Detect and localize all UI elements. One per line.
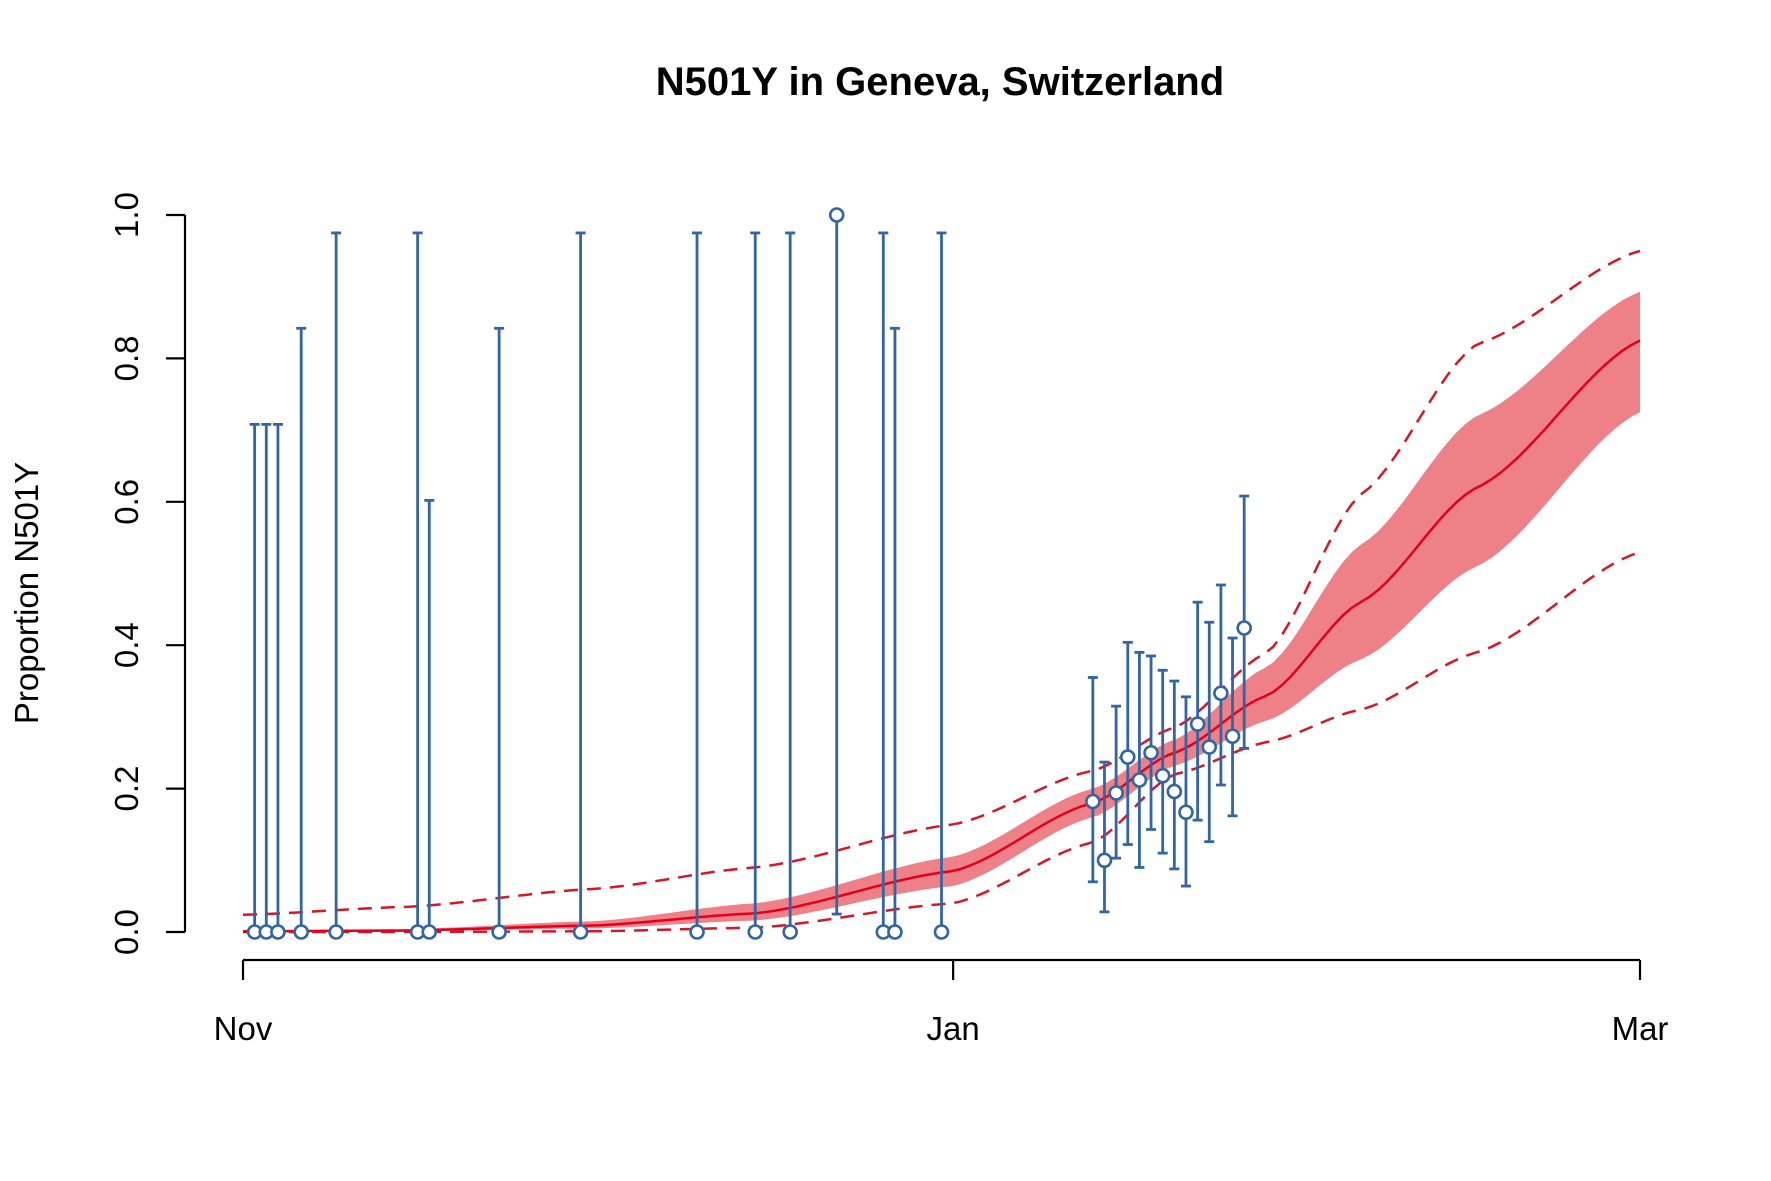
y-tick-label: 0.8 bbox=[108, 335, 145, 381]
y-tick-label: 0.6 bbox=[108, 479, 145, 525]
observation-4 bbox=[293, 326, 310, 940]
observation-point bbox=[1096, 852, 1113, 869]
observation-29 bbox=[1224, 636, 1241, 818]
observation-point bbox=[1119, 749, 1136, 765]
observation-7 bbox=[421, 498, 438, 940]
observation-point bbox=[293, 924, 310, 940]
observation-23 bbox=[1154, 668, 1171, 855]
observation-19 bbox=[1108, 704, 1124, 860]
y-axis: 0.0 0.2 0.4 0.6 0.8 1.0 bbox=[108, 192, 187, 955]
observation-point bbox=[572, 924, 589, 940]
observation-17 bbox=[1085, 676, 1101, 884]
y-tick-label: 0.4 bbox=[108, 622, 145, 668]
observation-25 bbox=[1178, 695, 1194, 888]
observation-point bbox=[828, 207, 845, 223]
observation-5 bbox=[328, 231, 344, 940]
observation-11 bbox=[747, 231, 764, 940]
observation-26 bbox=[1189, 600, 1206, 822]
observation-1 bbox=[246, 422, 263, 940]
observation-24 bbox=[1166, 679, 1183, 871]
observation-point bbox=[1189, 716, 1206, 732]
y-tick-label: 1.0 bbox=[108, 192, 145, 238]
observation-2 bbox=[258, 422, 275, 940]
observation-3 bbox=[270, 422, 286, 940]
observation-point bbox=[491, 924, 507, 940]
observation-point bbox=[1201, 739, 1218, 755]
observation-point bbox=[1085, 793, 1101, 810]
observation-10 bbox=[689, 231, 705, 940]
observation-18 bbox=[1096, 760, 1113, 914]
observation-point bbox=[689, 924, 705, 940]
observation-27 bbox=[1201, 620, 1218, 844]
x-tick-label: Mar bbox=[1612, 1010, 1669, 1047]
observation-point bbox=[1166, 783, 1183, 800]
observation-point bbox=[887, 924, 903, 940]
observation-point bbox=[1178, 804, 1194, 821]
observation-point bbox=[1131, 772, 1148, 788]
observation-point bbox=[421, 924, 438, 940]
observation-point bbox=[1236, 620, 1252, 636]
observation-point bbox=[933, 924, 950, 940]
y-tick-label: 0.0 bbox=[108, 909, 145, 955]
observation-22 bbox=[1143, 654, 1159, 831]
x-tick-label: Nov bbox=[214, 1010, 273, 1047]
observation-30 bbox=[1236, 494, 1252, 750]
observation-point bbox=[328, 924, 344, 940]
observation-9 bbox=[572, 231, 589, 940]
observation-14 bbox=[875, 231, 892, 940]
observation-28 bbox=[1213, 583, 1229, 787]
observation-13 bbox=[828, 207, 845, 916]
observations-layer bbox=[246, 207, 1252, 940]
y-tick-label: 0.2 bbox=[108, 766, 145, 812]
observation-point bbox=[1154, 767, 1171, 784]
observation-12 bbox=[782, 231, 798, 940]
prediction-interval-upper bbox=[242, 249, 1641, 917]
observation-8 bbox=[491, 326, 507, 940]
x-tick-label: Jan bbox=[927, 1010, 980, 1047]
observation-20 bbox=[1119, 640, 1136, 846]
confidence-band-layer bbox=[243, 291, 1640, 932]
observation-point bbox=[1143, 744, 1159, 761]
observation-15 bbox=[887, 326, 903, 940]
observation-point bbox=[1213, 685, 1229, 702]
observation-21 bbox=[1131, 650, 1148, 869]
observation-point bbox=[782, 924, 798, 940]
observation-point bbox=[1224, 728, 1241, 745]
confidence-band bbox=[243, 291, 1640, 932]
observation-point bbox=[747, 924, 764, 940]
observation-point bbox=[270, 924, 286, 940]
observation-6 bbox=[409, 231, 426, 940]
observation-point bbox=[1108, 785, 1124, 801]
x-axis: Nov Jan Mar bbox=[214, 958, 1669, 1047]
chart-title: N501Y in Geneva, Switzerland bbox=[656, 60, 1224, 104]
y-axis-label: Proportion N501Y bbox=[8, 462, 45, 724]
observation-16 bbox=[933, 231, 950, 940]
